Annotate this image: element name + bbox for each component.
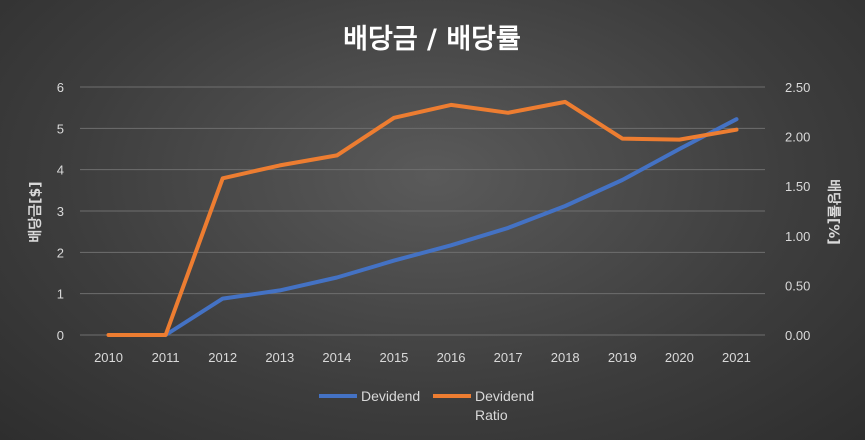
x-tick-label: 2012	[208, 350, 237, 365]
left-tick-label: 3	[57, 204, 64, 219]
right-tick-label: 0.00	[785, 328, 810, 343]
x-tick-label: 2019	[608, 350, 637, 365]
x-tick-label: 2020	[665, 350, 694, 365]
legend-label: Devidend	[361, 388, 420, 404]
right-tick-label: 1.50	[785, 179, 810, 194]
x-tick-label: 2010	[94, 350, 123, 365]
x-tick-label: 2013	[265, 350, 294, 365]
left-tick-label: 4	[57, 163, 64, 178]
x-tick-label: 2018	[551, 350, 580, 365]
x-tick-label: 2011	[152, 350, 180, 365]
chart-title: 배당금 / 배당률	[343, 24, 521, 55]
legend: Devidend Devidend Ratio	[319, 388, 534, 423]
left-tick-label: 1	[57, 287, 64, 302]
x-tick-label: 2015	[379, 350, 408, 365]
left-tick-label: 6	[57, 80, 64, 95]
x-axis-ticks: 2010 2011 2012 2013 2014 2015 2016 2017 2018 2019…	[94, 350, 751, 365]
legend-label: Devidend	[475, 388, 534, 404]
gridlines	[80, 86, 765, 336]
right-axis-ticks: 0.00 0.50 1.00 1.50 2.00 2.50	[785, 80, 810, 343]
right-tick-label: 1.00	[785, 229, 810, 244]
right-axis-title: 배당률[%]	[825, 179, 842, 244]
legend-label: Ratio	[475, 407, 508, 423]
left-tick-label: 5	[57, 121, 64, 136]
right-tick-label: 2.50	[785, 80, 810, 95]
x-tick-label: 2017	[494, 350, 523, 365]
right-tick-label: 0.50	[785, 278, 810, 293]
left-tick-label: 0	[57, 328, 64, 343]
left-axis-ticks: 0 1 2 3 4 5 6	[57, 80, 64, 343]
series-line-devidend-ratio	[106, 99, 739, 337]
series-lines	[106, 99, 739, 337]
left-tick-label: 2	[57, 245, 64, 260]
x-tick-label: 2021	[722, 350, 751, 365]
left-axis-title: 배당금[$]	[27, 181, 44, 242]
series-line-devidend	[163, 117, 739, 337]
right-tick-label: 2.00	[785, 130, 810, 145]
x-tick-label: 2014	[322, 350, 351, 365]
x-tick-label: 2016	[437, 350, 466, 365]
